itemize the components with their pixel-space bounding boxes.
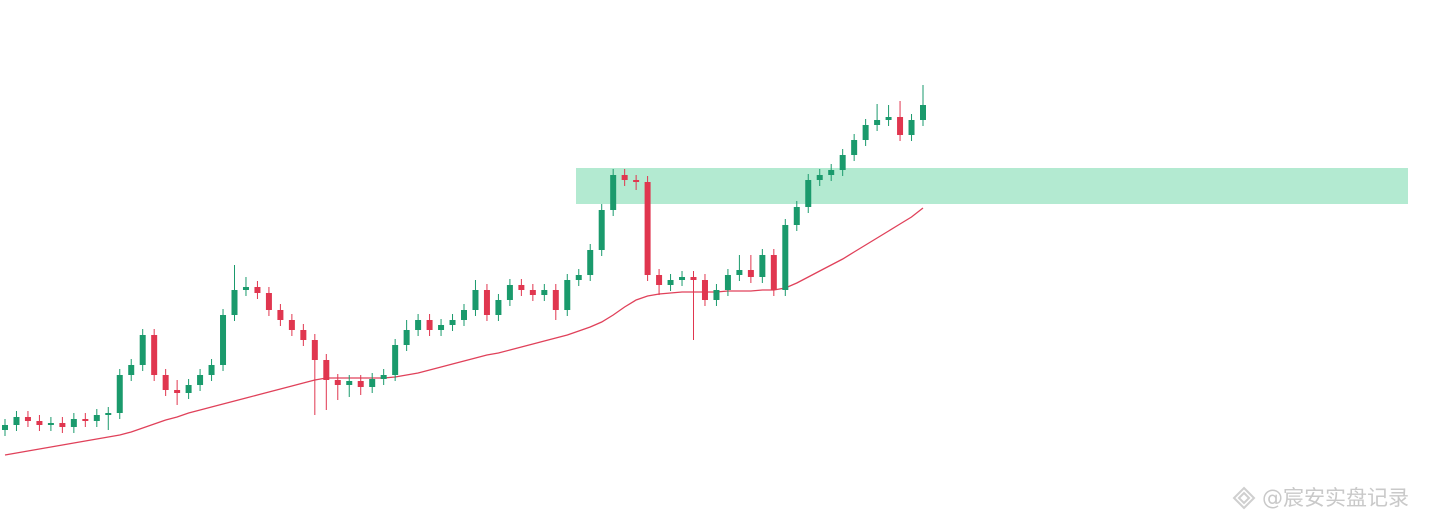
candle-body — [438, 325, 445, 330]
candle-body — [139, 335, 146, 365]
candle-body — [736, 270, 743, 275]
candle-body — [587, 250, 594, 275]
candle-body — [242, 287, 249, 290]
candle-body — [518, 285, 525, 290]
candle-body — [288, 320, 295, 330]
candle-body — [461, 310, 467, 320]
candle-body — [208, 365, 215, 375]
candle-body — [93, 415, 100, 421]
candle-body — [759, 255, 766, 277]
candle-body — [816, 175, 823, 180]
candle-body — [908, 120, 915, 135]
candle-body — [254, 287, 261, 293]
candle-body — [679, 277, 686, 280]
candle-body — [747, 270, 754, 277]
candle-body — [472, 290, 479, 310]
candle-body — [610, 175, 617, 210]
candle-body — [346, 381, 353, 385]
candle-body — [770, 255, 777, 290]
candle-body — [403, 330, 410, 345]
candle-body — [24, 417, 31, 421]
candle-body — [828, 170, 835, 175]
candle-body — [495, 300, 502, 315]
candle-body — [369, 379, 376, 387]
candle-body — [265, 293, 272, 310]
candle-body — [598, 210, 605, 250]
candle-body — [575, 275, 582, 280]
candle-body — [667, 280, 674, 285]
candle-body — [13, 417, 20, 425]
zone — [576, 168, 1408, 204]
candle-body — [529, 290, 536, 295]
candle-body — [36, 421, 43, 425]
candle-body — [162, 375, 169, 390]
candle-body — [897, 117, 904, 135]
candle-body — [690, 277, 697, 280]
candle-body — [793, 207, 800, 225]
candle-body — [885, 117, 892, 120]
candle-body — [633, 180, 640, 182]
candle-body — [851, 140, 858, 155]
candle-body — [392, 345, 399, 375]
plot — [2, 85, 1408, 456]
candle-body — [644, 182, 651, 275]
candle-body — [552, 290, 559, 310]
candle-body — [874, 120, 881, 125]
candle-body — [541, 290, 548, 295]
candle-body — [105, 413, 112, 415]
candle-body — [415, 320, 422, 330]
candle-body — [506, 285, 513, 300]
candle-body — [483, 290, 490, 315]
candle-body — [621, 175, 628, 180]
candle-body — [311, 340, 318, 360]
candle-body — [713, 290, 720, 300]
candle-body — [47, 423, 54, 425]
moving-average — [4, 207, 924, 456]
candle-body — [231, 290, 238, 315]
candle-body — [128, 365, 135, 375]
candle-body — [782, 225, 789, 290]
candle-body — [564, 280, 571, 310]
candle-body — [380, 375, 387, 379]
candle-body — [426, 320, 433, 330]
candle-body — [701, 280, 708, 300]
candle-body — [357, 381, 364, 387]
candle-body — [82, 419, 89, 421]
candle-body — [174, 390, 181, 393]
candle-body — [805, 180, 812, 207]
watermark: @宸安实盘记录 — [1262, 486, 1409, 510]
candle-body — [724, 275, 731, 290]
candle-body — [862, 125, 869, 140]
candle-body — [300, 330, 307, 340]
candle-body — [185, 385, 192, 393]
candle-body — [920, 105, 926, 120]
candle-body — [839, 155, 846, 170]
candle-body — [449, 320, 456, 325]
candle-body — [220, 315, 227, 365]
watermark-icon — [1232, 486, 1256, 510]
candle-body — [151, 335, 158, 375]
candle-body — [656, 275, 663, 285]
candle-body — [197, 375, 204, 385]
candle-body — [277, 310, 284, 320]
candle-body — [59, 423, 66, 427]
candle-body — [323, 360, 330, 380]
candle-body — [334, 380, 341, 385]
candle-body — [2, 425, 8, 430]
candle-body — [116, 375, 123, 413]
candle-body — [70, 419, 77, 427]
